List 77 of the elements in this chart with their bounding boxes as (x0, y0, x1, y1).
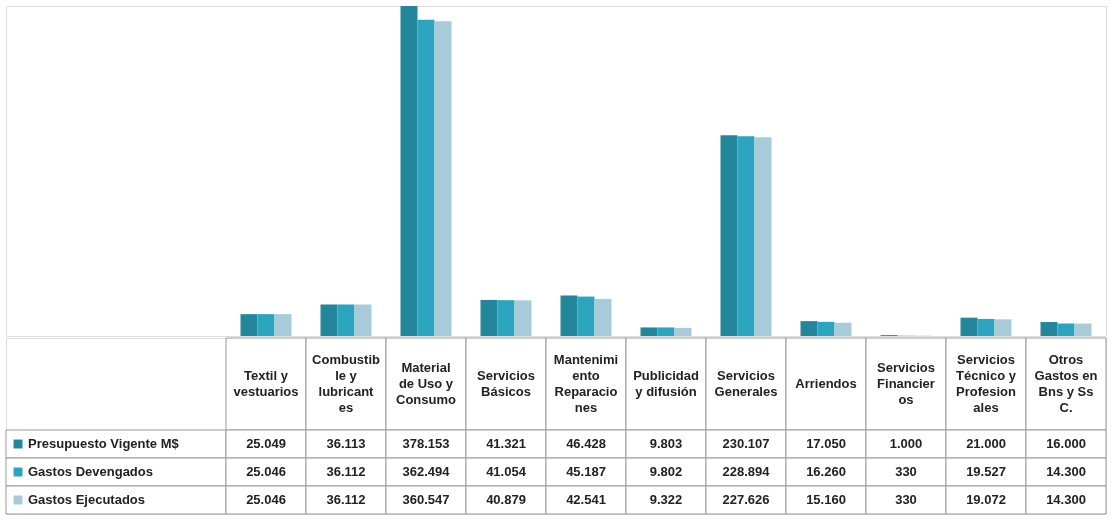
bar (720, 135, 738, 336)
bar (594, 298, 612, 336)
bar (657, 327, 675, 336)
x-tick-label: Mantenimiento Reparaciones (553, 352, 619, 415)
data-label: 15.160 (806, 492, 846, 507)
bar (514, 300, 532, 336)
data-label: 360.547 (402, 492, 450, 507)
bar (994, 319, 1012, 336)
bar (354, 304, 372, 336)
bar (800, 321, 818, 336)
x-tick-label: Servicios Generales (714, 368, 778, 399)
bar (1074, 323, 1092, 336)
data-label: 36.113 (326, 436, 366, 451)
data-label: 14.300 (1046, 492, 1086, 507)
data-label: 42.541 (566, 492, 606, 507)
data-label: 227.626 (722, 492, 770, 507)
data-label: 19.527 (966, 464, 1006, 479)
data-label: 21.000 (966, 436, 1006, 451)
data-label: 41.321 (486, 436, 526, 451)
data-label: 36.112 (326, 464, 366, 479)
bar (240, 314, 258, 336)
bar (434, 21, 452, 336)
legend-label: Gastos Ejecutados (28, 492, 146, 507)
bar (1040, 322, 1058, 336)
bar (480, 299, 498, 336)
data-label: 17.050 (806, 436, 846, 451)
bar (960, 317, 978, 336)
x-tick-label: Textil y vestuarios (233, 368, 299, 399)
bar (417, 19, 435, 336)
bar (834, 322, 852, 336)
bar (577, 296, 595, 336)
data-label: 36.112 (326, 492, 366, 507)
x-tick-label: Servicios Técnico y Profesionales (956, 352, 1017, 415)
x-tick-label: Material de Uso y Consumo (396, 360, 457, 407)
data-label: 9.802 (649, 464, 683, 479)
bar (257, 314, 275, 336)
x-tick-label: Arriendos (795, 376, 857, 391)
data-label: 25.049 (246, 436, 286, 451)
data-label: 16.260 (806, 464, 846, 479)
data-label: 46.428 (566, 436, 606, 451)
x-tick-label: Servicios Básicos (477, 368, 535, 399)
data-label: 330 (895, 492, 917, 507)
data-label: 25.046 (246, 492, 286, 507)
x-tick-label: Otros Gastos en Bns y Ss C. (1034, 352, 1098, 415)
bar (400, 6, 418, 336)
legend-label: Gastos Devengados (28, 464, 153, 479)
x-tick-label: Servicios Financieros (877, 360, 935, 407)
data-label: 45.187 (566, 464, 606, 479)
data-label: 16.000 (1046, 436, 1086, 451)
x-tick-label: Combustible y lubricantes (312, 352, 380, 415)
data-label: 230.107 (722, 436, 770, 451)
data-label: 330 (895, 464, 917, 479)
bar (674, 327, 692, 336)
data-label: 9.803 (649, 436, 683, 451)
data-label: 19.072 (966, 492, 1006, 507)
data-label: 41.054 (486, 464, 527, 479)
data-label: 40.879 (486, 492, 526, 507)
legend-label: Presupuesto Vigente M$ (28, 436, 180, 451)
bar (817, 321, 835, 336)
data-label: 362.494 (402, 464, 451, 479)
data-label: 378.153 (402, 436, 450, 451)
bar (1057, 323, 1075, 336)
bar (320, 304, 338, 336)
bar (640, 327, 658, 336)
bar (337, 304, 355, 336)
x-tick-label: Publicidad y difusión (633, 368, 699, 399)
bar (560, 295, 578, 336)
data-label: 228.894 (722, 464, 771, 479)
bar (977, 318, 995, 336)
bar (274, 314, 292, 336)
bar (497, 300, 515, 336)
bar (754, 137, 772, 336)
data-label: 9.322 (649, 492, 683, 507)
data-label: 14.300 (1046, 464, 1086, 479)
data-label: 25.046 (246, 464, 286, 479)
bar (737, 136, 755, 336)
data-label: 1.000 (889, 436, 923, 451)
